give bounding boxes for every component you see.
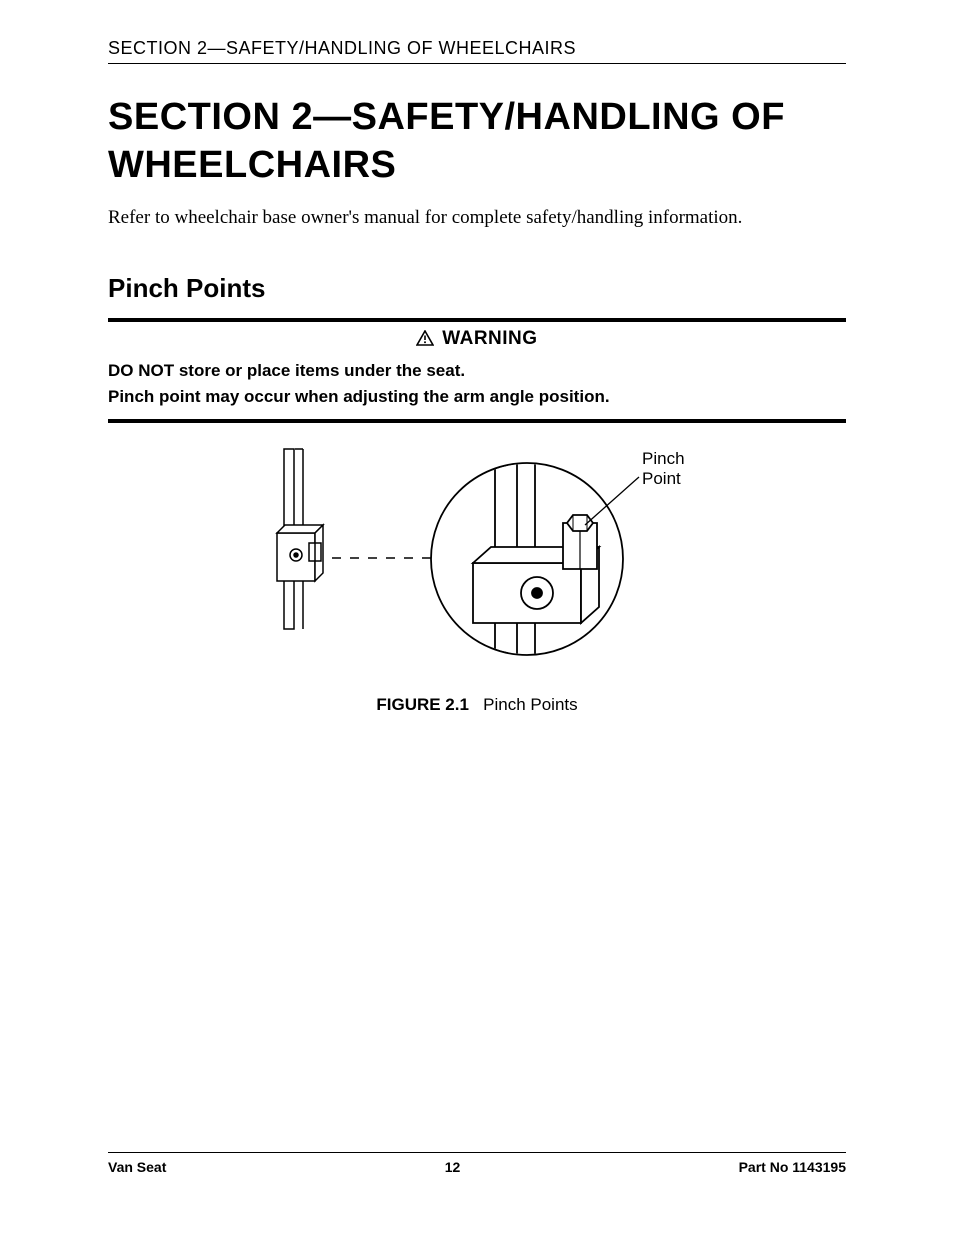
section-title: SECTION 2—SAFETY/HANDLING OF WHEELCHAIRS [108, 94, 846, 189]
figure-container: Pinch Point [108, 443, 846, 715]
intro-paragraph: Refer to wheelchair base owner's manual … [108, 207, 846, 229]
pinch-point-label: Pinch Point [642, 449, 685, 490]
footer-right: Part No 1143195 [739, 1159, 846, 1175]
figure-caption: FIGURE 2.1 Pinch Points [108, 695, 846, 715]
running-header: SECTION 2—SAFETY/HANDLING OF WHEELCHAIRS [108, 38, 846, 64]
figure-caption-text: Pinch Points [483, 695, 578, 714]
figure-number: FIGURE 2.1 [376, 695, 469, 714]
pinch-label-line2: Point [642, 469, 681, 488]
pinch-label-line1: Pinch [642, 449, 685, 468]
warning-title-text: WARNING [442, 328, 537, 349]
page-footer: Van Seat 12 Part No 1143195 [108, 1152, 846, 1175]
warning-triangle-icon [416, 330, 434, 346]
pinch-points-heading: Pinch Points [108, 273, 846, 304]
warning-title: WARNING [108, 328, 846, 350]
footer-page-number: 12 [445, 1159, 461, 1175]
warning-line-2: Pinch point may occur when adjusting the… [108, 384, 846, 410]
footer-left: Van Seat [108, 1159, 166, 1175]
diagram-wrapper: Pinch Point [247, 443, 707, 673]
warning-box: WARNING DO NOT store or place items unde… [108, 318, 846, 423]
warning-line-1: DO NOT store or place items under the se… [108, 358, 846, 384]
pinch-point-diagram [247, 443, 707, 668]
